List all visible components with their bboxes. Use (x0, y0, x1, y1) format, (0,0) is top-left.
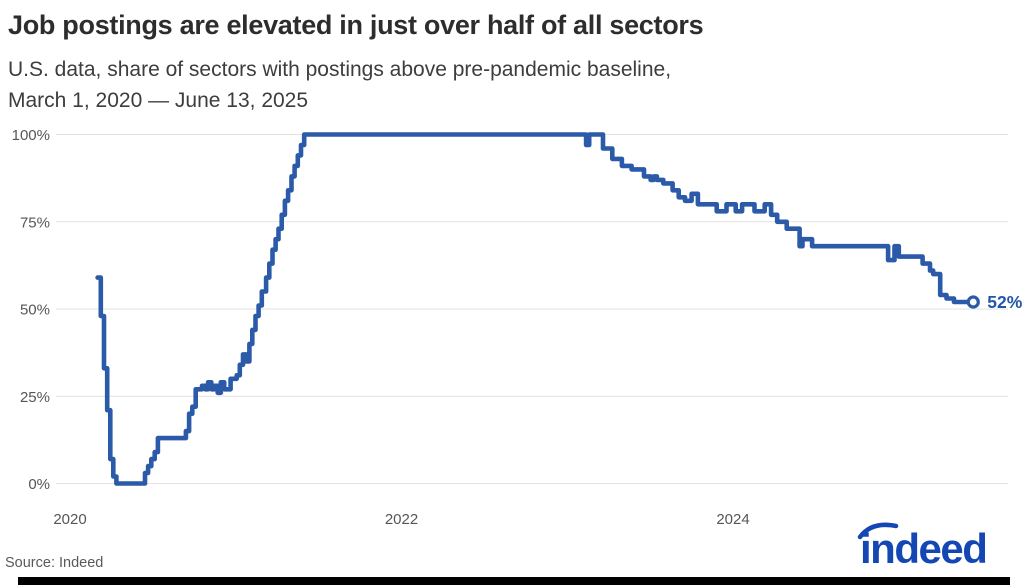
chart-subtitle-line1: U.S. data, share of sectors with posting… (8, 58, 672, 81)
y-axis-tick-label: 50% (20, 302, 50, 319)
x-axis-tick-label: 2024 (716, 511, 749, 528)
endpoint-value-label: 52% (987, 292, 1022, 312)
indeed-logo-text: indeed (860, 525, 986, 569)
y-axis-tick-label: 75% (20, 214, 50, 231)
chart-subtitle-line2: March 1, 2020 — June 13, 2025 (8, 89, 309, 112)
source-note: Source: Indeed (5, 555, 104, 571)
y-axis-tick-label: 100% (12, 127, 50, 144)
chart-title: Job postings are elevated in just over h… (8, 10, 704, 40)
indeed-logo: indeed (856, 519, 1012, 572)
footer-bar (18, 577, 1010, 585)
x-axis-tick-label: 2022 (385, 511, 418, 528)
series-endpoint-marker (966, 295, 980, 309)
y-axis-tick-label: 25% (20, 389, 50, 406)
y-axis-tick-label: 0% (28, 476, 50, 493)
indeed-logo-swoosh-icon (857, 522, 899, 540)
indeed-logo-graphic: indeed (857, 522, 988, 572)
chart-subtitle: U.S. data, share of sectors with posting… (8, 54, 908, 116)
x-axis-tick-label: 2020 (53, 511, 86, 528)
postings-share-line (95, 132, 976, 486)
